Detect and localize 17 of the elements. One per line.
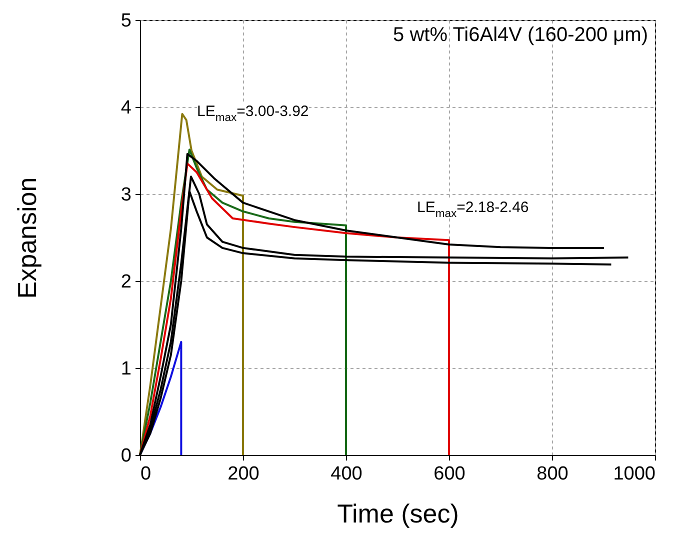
- y-tick-label: 1: [120, 358, 132, 380]
- y-tick-label: 4: [120, 98, 132, 118]
- annotation: LE$_{max}$=3.00-3.92: [197, 103, 309, 124]
- y-tick-label: 5: [120, 10, 132, 32]
- x-tick-label: 1000: [613, 464, 656, 484]
- y-tick-label: 2: [120, 272, 132, 292]
- x-tick-label: 400: [330, 464, 362, 484]
- y-tick-label: 0: [120, 446, 132, 466]
- x-tick-label: 600: [434, 464, 466, 484]
- x-tick-label: 0: [140, 464, 152, 484]
- x-tick-label: 200: [228, 464, 260, 484]
- x-axis-title: Time (sec): [337, 498, 459, 528]
- y-axis-title: Expansion: [12, 177, 42, 299]
- y-tick-label: 3: [120, 184, 132, 206]
- x-tick-label: 800: [536, 464, 568, 484]
- chart-title: 5 wt% Ti6Al4V (160-200 μm): [393, 24, 648, 47]
- annotation: LE$_{max}$=2.18-2.46: [417, 199, 529, 220]
